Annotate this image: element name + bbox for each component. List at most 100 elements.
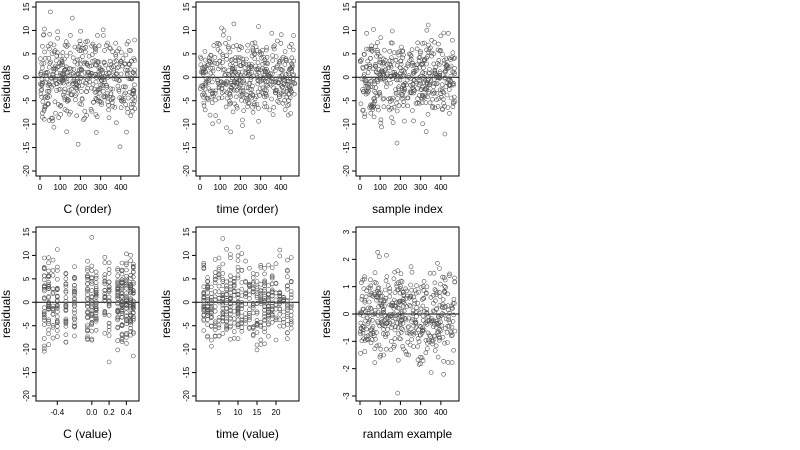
residual-point — [254, 101, 260, 107]
residual-point — [124, 302, 129, 308]
y-tick-label: -1 — [342, 337, 351, 345]
residual-point — [46, 55, 52, 61]
residual-point — [124, 293, 129, 299]
residual-point — [53, 110, 58, 116]
residual-point — [102, 48, 107, 53]
residual-point — [115, 273, 120, 279]
residual-point — [372, 360, 378, 365]
residual-point — [269, 79, 274, 84]
residual-point — [438, 328, 444, 333]
residual-point — [115, 286, 120, 292]
residual-point — [385, 62, 390, 67]
residual-point — [287, 84, 292, 89]
residual-point — [254, 271, 260, 277]
y-tick-label: -5 — [342, 97, 351, 105]
residual-point — [449, 305, 455, 311]
residual-point — [131, 329, 136, 335]
residual-point — [450, 37, 455, 43]
residual-point — [205, 80, 211, 85]
residual-point — [220, 283, 226, 289]
residual-point — [362, 299, 368, 305]
residual-point — [368, 340, 374, 346]
residual-point — [437, 69, 443, 74]
residual-point — [437, 302, 443, 308]
residual-point — [446, 307, 451, 313]
residual-point — [46, 274, 51, 280]
residual-point — [49, 51, 55, 57]
residual-point — [50, 325, 56, 330]
residual-point — [72, 291, 77, 296]
residual-point — [405, 340, 411, 345]
residual-point — [281, 316, 286, 322]
residual-point — [396, 103, 402, 108]
residual-point — [239, 313, 245, 319]
residual-point — [119, 305, 125, 310]
residual-point — [395, 77, 401, 82]
residual-point — [283, 72, 289, 77]
residual-point — [290, 73, 296, 78]
residual-point — [372, 98, 378, 104]
residual-point — [436, 329, 441, 335]
residual-point — [85, 334, 90, 340]
residual-point — [54, 264, 60, 270]
residual-point — [93, 269, 99, 275]
residual-point — [416, 339, 422, 344]
residual-point — [61, 89, 67, 95]
residual-point — [95, 86, 101, 92]
residual-point — [357, 310, 363, 316]
residual-point — [82, 59, 88, 65]
x-tick-label: 0 — [38, 183, 43, 192]
residual-point — [449, 360, 455, 365]
residual-point — [366, 299, 372, 305]
residual-point — [424, 284, 430, 290]
residual-point — [269, 265, 275, 271]
residual-point — [239, 306, 245, 311]
residual-point — [265, 69, 270, 75]
residual-point — [278, 66, 283, 72]
residual-point — [440, 107, 445, 112]
residual-point — [69, 87, 74, 92]
residual-point — [401, 292, 406, 298]
residual-point — [94, 62, 99, 68]
residual-point — [108, 62, 114, 68]
residual-point — [398, 278, 404, 284]
y-tick-label: -15 — [342, 141, 351, 153]
residual-point — [75, 72, 81, 77]
residual-point — [95, 33, 100, 38]
residual-point — [65, 42, 71, 48]
residual-point — [209, 307, 214, 313]
residual-point — [119, 290, 125, 296]
residual-point — [219, 95, 225, 101]
residual-point — [266, 72, 271, 77]
residual-point — [106, 313, 112, 318]
residual-point — [114, 58, 119, 64]
y-tick-label: -10 — [22, 343, 31, 355]
residual-point — [368, 306, 374, 312]
residual-point — [285, 268, 290, 274]
residual-point — [128, 288, 133, 294]
residual-point — [93, 299, 99, 304]
residual-point — [358, 351, 363, 356]
residual-point — [432, 105, 438, 111]
residual-point — [89, 288, 95, 293]
residual-point — [85, 324, 90, 330]
residual-point — [38, 70, 44, 75]
residual-point — [423, 100, 429, 105]
residual-point — [54, 297, 60, 303]
residual-point — [52, 99, 58, 105]
residual-point — [72, 333, 77, 339]
residual-point — [396, 331, 401, 336]
residual-point — [50, 290, 56, 295]
residual-point — [119, 260, 125, 266]
residual-point — [408, 52, 413, 58]
residual-point — [77, 101, 83, 107]
residual-point — [230, 44, 236, 50]
residual-point — [392, 336, 398, 341]
residual-point — [273, 297, 279, 303]
residual-point — [447, 273, 452, 279]
residual-point — [433, 288, 439, 293]
residual-point — [64, 53, 69, 59]
residual-point — [235, 244, 241, 250]
residual-point — [423, 320, 429, 325]
residual-point — [414, 65, 420, 71]
